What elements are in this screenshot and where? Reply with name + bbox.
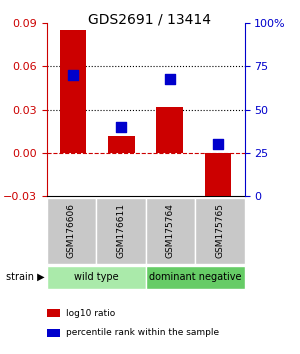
Text: strain ▶: strain ▶	[6, 272, 45, 282]
Bar	[108, 136, 135, 153]
Text: GSM175765: GSM175765	[215, 204, 224, 258]
Point	[215, 142, 220, 147]
Point	[167, 76, 172, 81]
Text: wild type: wild type	[74, 272, 118, 282]
Text: GDS2691 / 13414: GDS2691 / 13414	[88, 12, 212, 27]
Text: GSM176611: GSM176611	[116, 204, 125, 258]
Text: log10 ratio: log10 ratio	[66, 309, 115, 318]
Bar	[60, 30, 86, 153]
Bar	[205, 153, 231, 204]
Text: GSM176606: GSM176606	[67, 204, 76, 258]
Point	[71, 72, 76, 78]
Text: percentile rank within the sample: percentile rank within the sample	[66, 328, 219, 337]
Text: GSM175764: GSM175764	[166, 204, 175, 258]
Text: dominant negative: dominant negative	[149, 272, 241, 282]
Point	[119, 124, 124, 130]
Bar	[156, 107, 183, 153]
